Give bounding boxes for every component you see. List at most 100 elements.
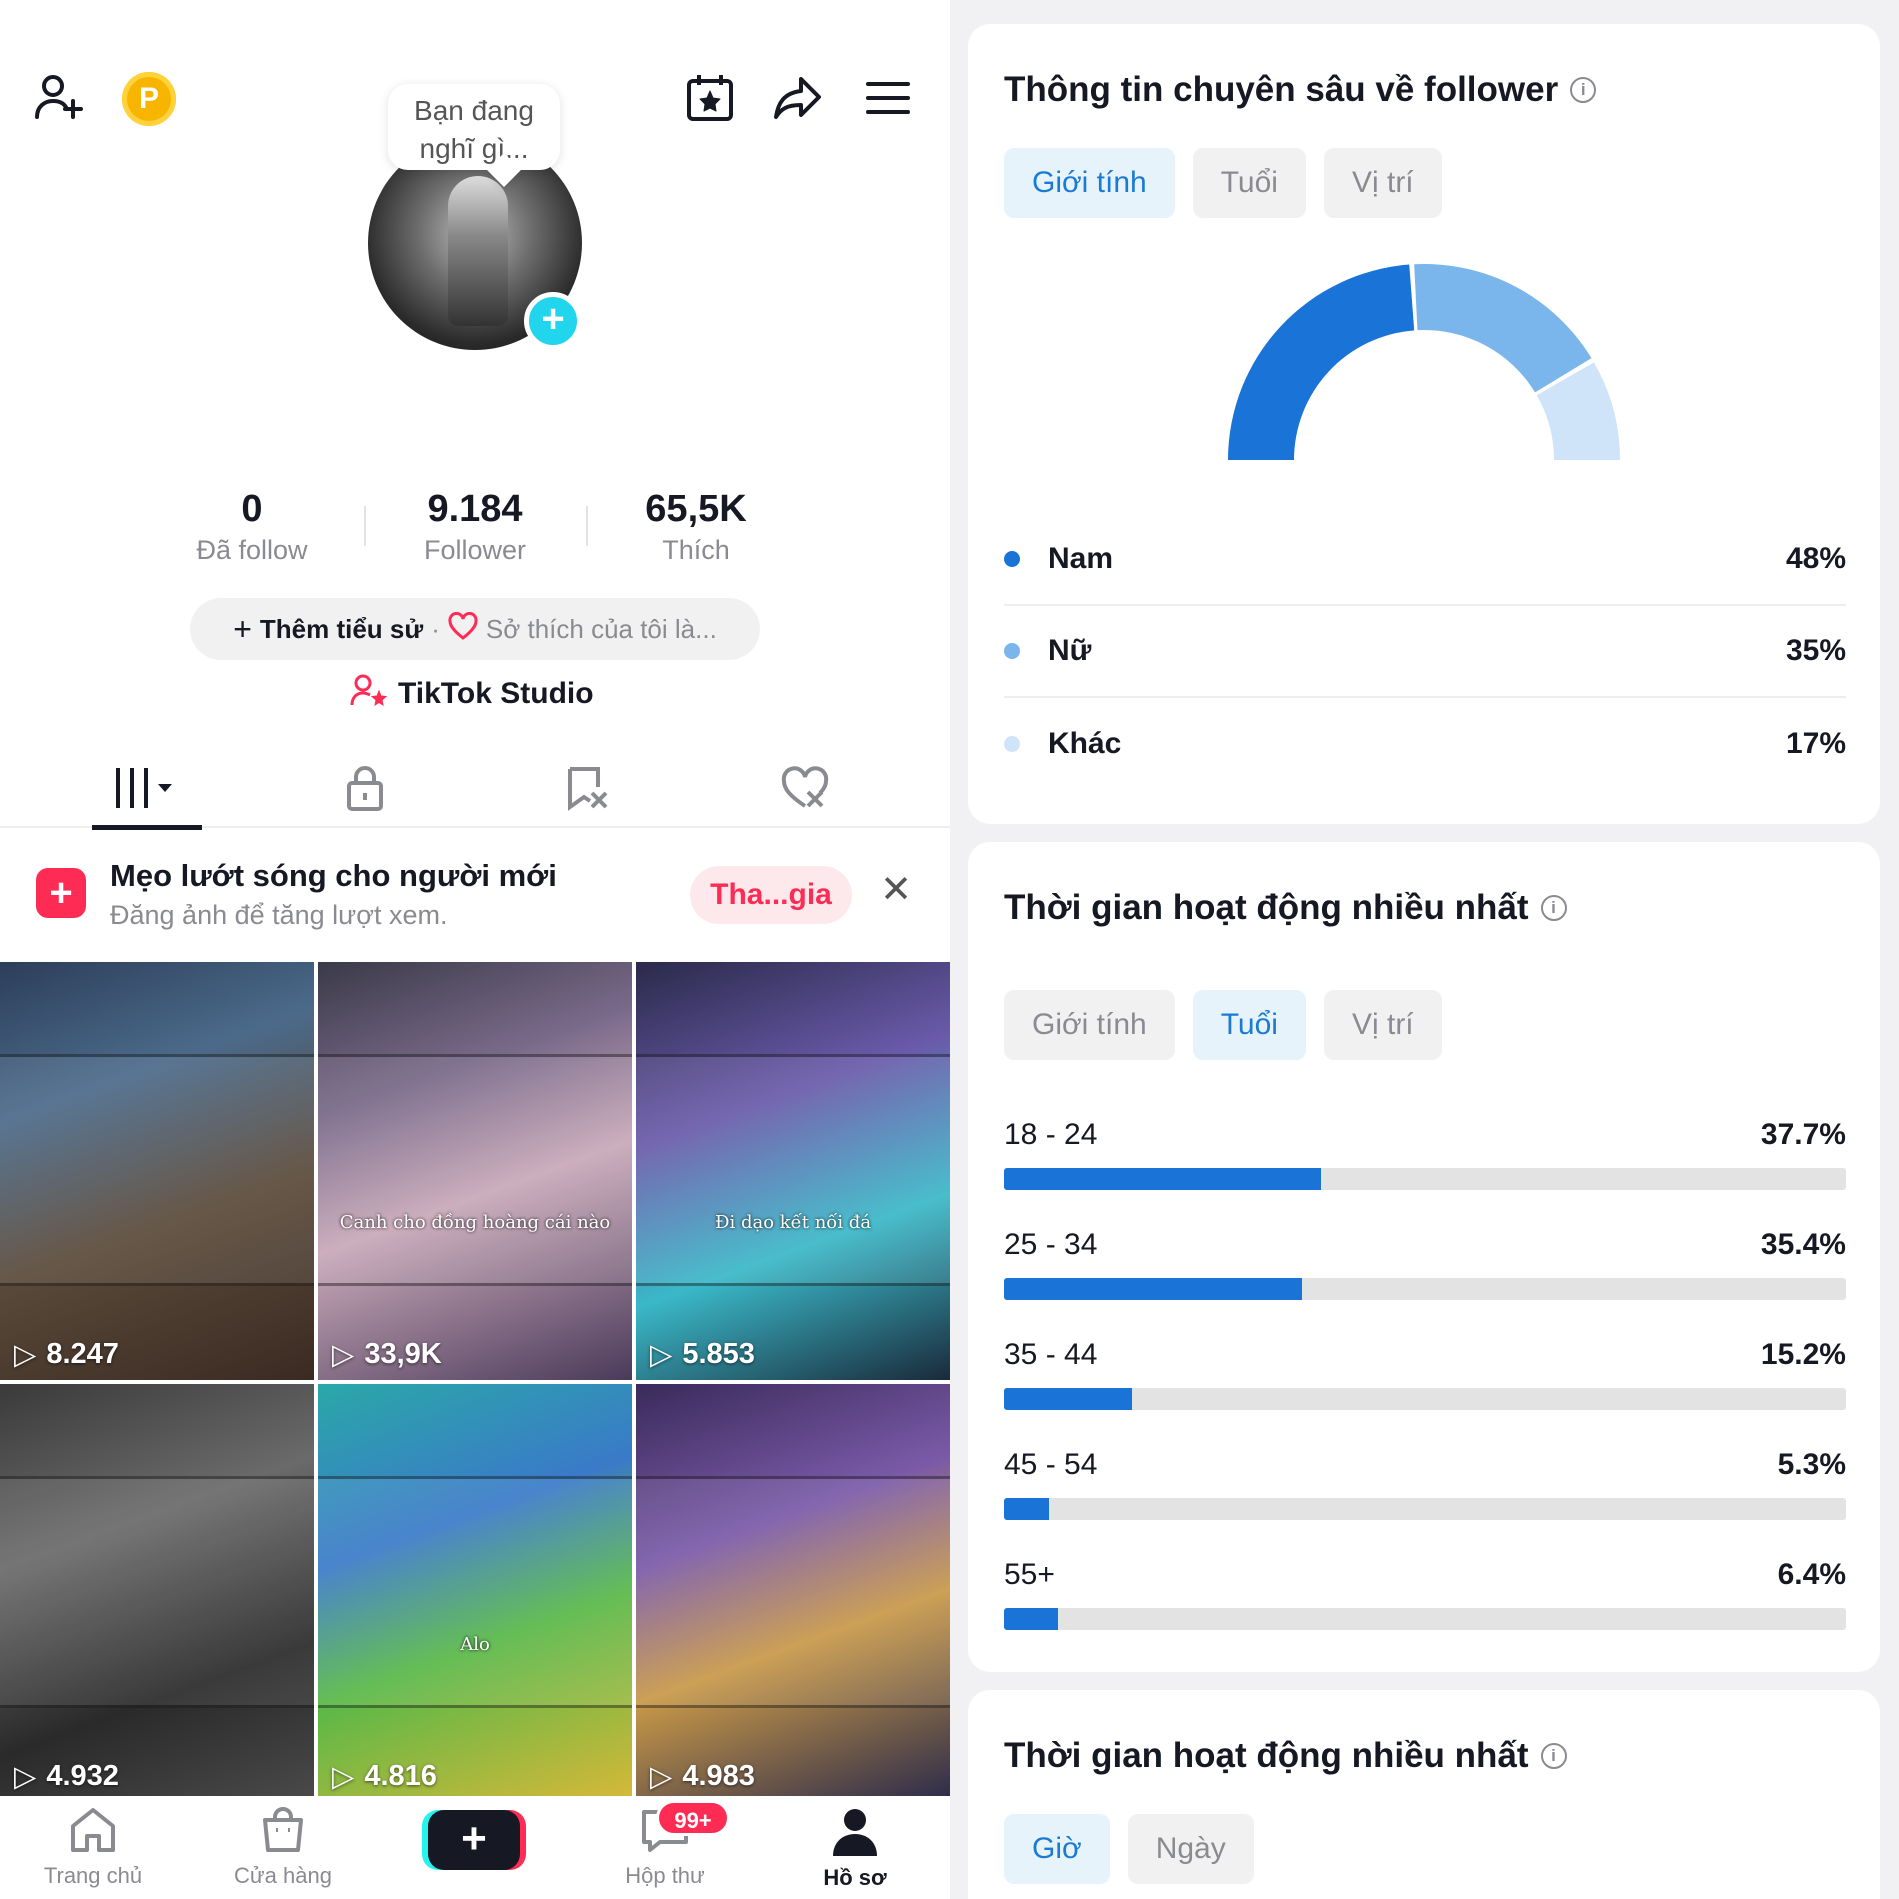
stat-label: Follower: [423, 535, 527, 565]
stat-followers[interactable]: 9.184 Follower: [375, 488, 575, 566]
legend-dot: [1004, 736, 1020, 752]
tab-location[interactable]: Vị trí: [1323, 148, 1442, 218]
play-icon: ▷: [14, 1339, 37, 1371]
calendar-star-icon[interactable]: [680, 68, 740, 128]
video-thumbnail[interactable]: ▷ 4.932: [0, 1384, 314, 1802]
tab-gender[interactable]: Giới tính: [1004, 990, 1175, 1060]
view-count: ▷ 33,9K: [332, 1338, 442, 1371]
stat-label: Thích: [662, 535, 730, 565]
age-range-label: 55+: [1004, 1558, 1055, 1591]
avatar-figure: [448, 176, 508, 326]
donut-slice-nam: [1228, 264, 1415, 460]
video-thumbnail[interactable]: Alo ▷ 4.816: [318, 1384, 632, 1802]
age-bar-track: [1004, 1608, 1846, 1630]
nav-label: Hồ sơ: [823, 1865, 887, 1890]
video-thumbnail[interactable]: ▷ 4.983: [636, 1384, 950, 1802]
studio-icon: [350, 673, 388, 715]
tip-title: Mẹo lướt sóng cho người mới: [110, 858, 557, 893]
play-icon: ▷: [650, 1339, 673, 1371]
tab-gender[interactable]: Giới tính: [1004, 148, 1175, 218]
add-friend-icon[interactable]: [30, 68, 90, 128]
age-percent: 35.4%: [1760, 1228, 1846, 1261]
age-bar-fill: [1004, 1168, 1322, 1190]
age-bar-fill: [1004, 1608, 1058, 1630]
age-range-label: 35 - 44: [1004, 1338, 1098, 1371]
nav-label: Cửa hàng: [234, 1863, 332, 1888]
view-count: ▷ 8.247: [14, 1338, 119, 1371]
menu-icon[interactable]: [858, 68, 918, 128]
play-icon: ▷: [650, 1761, 673, 1793]
add-avatar-button[interactable]: +: [524, 292, 582, 350]
age-percent: 5.3%: [1777, 1448, 1846, 1481]
tab-private[interactable]: [310, 748, 420, 828]
age-bar-track: [1004, 1168, 1846, 1190]
stat-value: 65,5K: [645, 488, 747, 530]
age-row: 35 - 44 15.2%: [1004, 1338, 1846, 1438]
nav-home[interactable]: Trang chủ: [18, 1806, 168, 1896]
gender-donut-chart: [1228, 264, 1620, 460]
tiktok-studio-link[interactable]: TikTok Studio: [350, 672, 594, 716]
age-range-label: 45 - 54: [1004, 1448, 1098, 1481]
bio-pill[interactable]: + Thêm tiểu sử · Sở thích của tôi là...: [190, 598, 760, 660]
tab-liked[interactable]: [750, 748, 860, 828]
view-count: ▷ 4.983: [650, 1760, 755, 1793]
video-caption: Canh cho đồng hoàng cái nào: [339, 1212, 611, 1233]
tab-day[interactable]: Ngày: [1127, 1814, 1254, 1884]
nav-shop[interactable]: Cửa hàng: [208, 1806, 358, 1896]
tip-subtitle: Đăng ảnh để tăng lượt xem.: [110, 900, 448, 930]
info-icon[interactable]: i: [1540, 895, 1567, 921]
nav-profile[interactable]: Hồ sơ: [780, 1806, 930, 1896]
video-thumbnail[interactable]: Đi dạo kết nối đá ▷ 5.853: [636, 962, 950, 1380]
age-bar-fill: [1004, 1498, 1049, 1520]
video-thumbnail[interactable]: ▷ 8.247: [0, 962, 314, 1380]
close-icon[interactable]: ✕: [880, 869, 912, 911]
info-icon[interactable]: i: [1570, 77, 1597, 103]
legend-row-female: Nữ 35%: [1004, 606, 1846, 698]
nav-label: Trang chủ: [43, 1863, 143, 1888]
age-range-label: 18 - 24: [1004, 1118, 1098, 1151]
status-bubble[interactable]: Bạn đang nghĩ gì...: [388, 84, 560, 170]
tab-age[interactable]: Tuổi: [1192, 990, 1306, 1060]
donut-slice-khác: [1536, 362, 1620, 460]
age-row: 45 - 54 5.3%: [1004, 1448, 1846, 1548]
legend-value: 17%: [1785, 727, 1846, 760]
video-thumbnail[interactable]: Canh cho đồng hoàng cái nào ▷ 33,9K: [318, 962, 632, 1380]
stat-following[interactable]: 0 Đã follow: [152, 488, 352, 566]
inbox-badge: 99+: [656, 1800, 730, 1836]
tab-videos[interactable]: [92, 748, 202, 830]
age-bar-track: [1004, 1278, 1846, 1300]
join-button[interactable]: Tha...gia: [690, 866, 852, 924]
activity-card-tabs: Giờ Ngày: [1004, 1814, 1254, 1884]
video-caption: Alo: [460, 1634, 490, 1655]
legend-value: 48%: [1785, 542, 1846, 575]
plus-icon: +: [233, 610, 252, 647]
create-button[interactable]: +: [428, 1810, 520, 1870]
donut-slice-nữ: [1414, 264, 1592, 393]
play-icon: ▷: [14, 1761, 37, 1793]
age-bar-track: [1004, 1498, 1846, 1520]
gender-legend: Nam 48% Nữ 35% Khác 17%: [968, 514, 1880, 794]
bottom-nav: Trang chủ Cửa hàng + Hộp thư Hồ sơ: [0, 1796, 950, 1899]
age-bar-fill: [1004, 1278, 1303, 1300]
thumbnail-frame: [0, 1054, 314, 1286]
card-title-text: Thời gian hoạt động nhiều nhất: [1004, 1736, 1529, 1775]
tab-location[interactable]: Vị trí: [1323, 990, 1442, 1060]
interests-label[interactable]: Sở thích của tôi là...: [485, 613, 717, 644]
tab-hour[interactable]: Giờ: [1004, 1814, 1110, 1884]
coin-icon[interactable]: P: [122, 72, 176, 126]
legend-dot: [1004, 643, 1020, 659]
add-photo-icon: +: [36, 868, 86, 918]
thumbnail-frame: [0, 1476, 314, 1708]
add-bio-label[interactable]: Thêm tiểu sử: [259, 613, 424, 644]
legend-label: Nữ: [1048, 634, 1092, 667]
view-count: ▷ 4.816: [332, 1760, 437, 1793]
age-range-label: 25 - 34: [1004, 1228, 1098, 1261]
divider: [586, 506, 588, 546]
info-icon[interactable]: i: [1540, 1743, 1567, 1769]
tab-reposts[interactable]: [532, 748, 642, 828]
tab-age[interactable]: Tuổi: [1192, 148, 1306, 218]
share-icon[interactable]: [768, 68, 828, 128]
tip-banner: + Mẹo lướt sóng cho người mới Đăng ảnh đ…: [0, 840, 950, 950]
stat-label: Đã follow: [196, 535, 308, 565]
stat-likes[interactable]: 65,5K Thích: [596, 488, 796, 566]
